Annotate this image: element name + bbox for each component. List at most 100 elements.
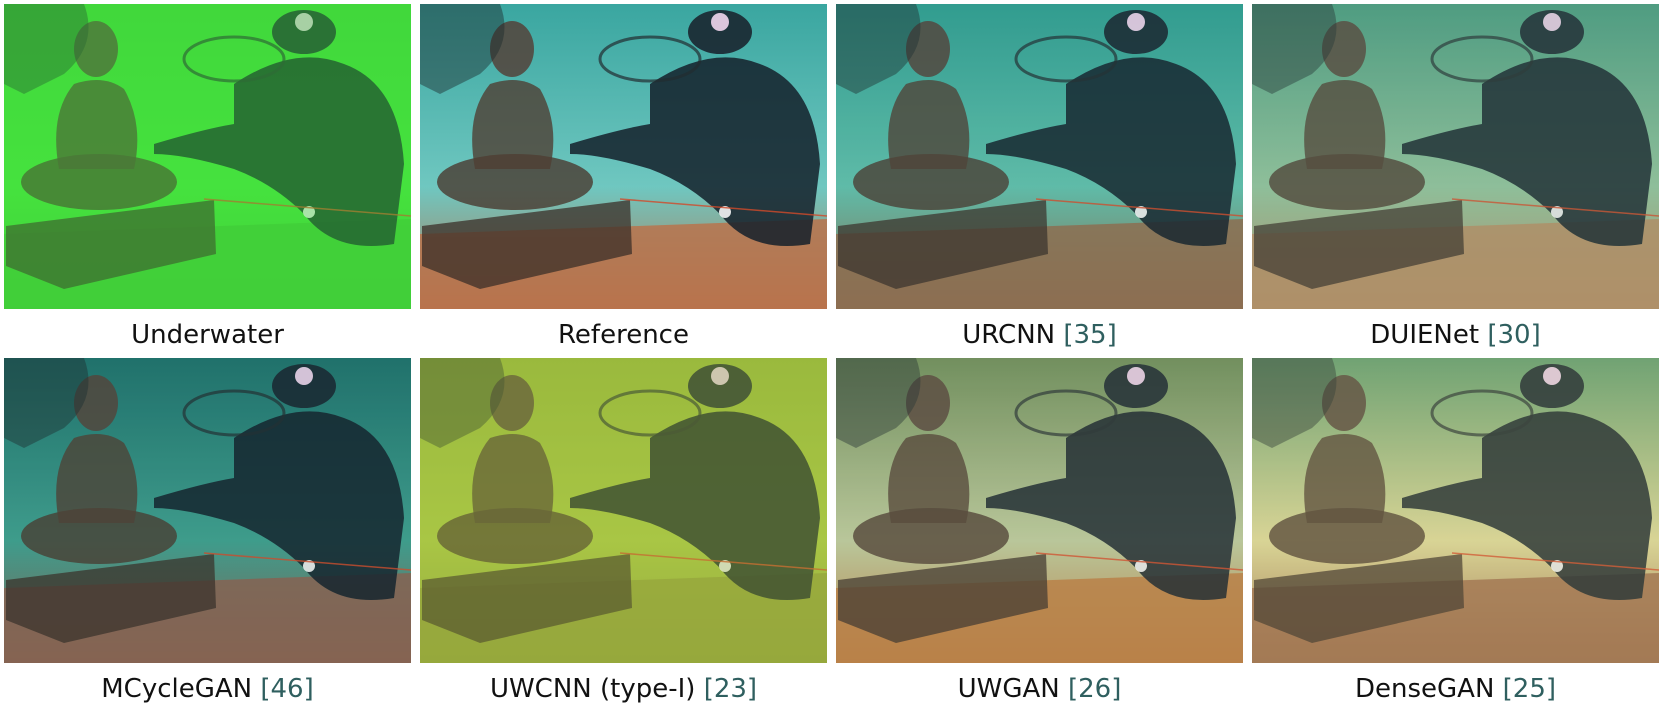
caption-label: MCycleGAN [101,674,253,704]
diver-light [1127,367,1145,385]
diver-lamp [719,560,731,572]
statue-plinth [1254,200,1464,289]
citation-link[interactable]: [35] [1063,320,1117,350]
statue-plinth [838,200,1048,289]
diver-lamp [303,206,315,218]
haze-overlay [4,4,411,309]
statue-plinth [6,200,216,289]
diver-mask [1104,364,1168,408]
background-diver [4,358,89,448]
diver-hose [1430,389,1534,437]
statue-plinth [1254,554,1464,643]
diver-lamp [1551,560,1563,572]
diver-body [570,411,820,600]
statue-plinth [422,200,632,289]
diver-mask [272,10,336,54]
caption-label: UWCNN (type-I) [489,674,696,704]
statue-head [906,21,950,77]
diver-lamp [1135,206,1147,218]
caption-uwcnn: UWCNN (type-I) [23] [420,672,827,706]
caption-densegan: DenseGAN [25] [1252,672,1659,706]
caption-label: Underwater [131,320,284,350]
guide-line [619,198,827,217]
image-reference [420,4,827,309]
caption-label: DenseGAN [1354,674,1495,704]
haze-overlay [420,358,827,663]
diver-light [711,13,729,31]
statue-torso [472,434,554,523]
diver-light [295,367,313,385]
caption-uwgan: UWGAN [26] [836,672,1243,706]
statue-plinth [6,554,216,643]
background-diver [1252,358,1337,448]
background-diver [420,4,505,94]
statue-head [1322,21,1366,77]
diver-mask [1520,10,1584,54]
image-uwcnn [420,358,827,663]
statue-head [1322,375,1366,431]
diver-body [154,57,404,247]
guide-line [203,552,411,571]
guide-line [203,198,411,217]
diver-lamp [1135,560,1147,572]
diver-body [986,57,1236,247]
diver-mask [272,364,336,408]
caption-duienet: DUIENet [30] [1252,318,1659,352]
guide-line [1035,198,1243,217]
citation-link[interactable]: [26] [1068,674,1122,704]
caption-underwater: Underwater [4,318,411,352]
caption-label: URCNN [962,320,1056,350]
citation-link[interactable]: [23] [703,674,758,704]
diver-mask [688,10,752,54]
diver-light [1127,13,1145,31]
haze-overlay [836,4,1243,309]
haze-overlay [836,358,1243,663]
statue-torso [472,80,554,169]
background-diver [836,4,921,94]
statue-torso [1304,80,1386,169]
diver-hose [182,35,286,83]
image-duienet [1252,4,1659,309]
diver-hose [598,35,702,83]
image-densegan [1252,358,1659,663]
diver-light [295,13,313,31]
guide-line [1451,198,1659,217]
image-underwater [4,4,411,309]
diver-light [1543,367,1561,385]
diver-body [570,57,820,247]
statue-torso [56,80,138,169]
citation-link[interactable]: [25] [1502,674,1557,704]
diver-lamp [303,560,315,572]
diver-hose [1014,35,1118,83]
diver-hose [598,389,702,437]
diver-body [986,411,1236,600]
diver-light [711,367,729,385]
diver-hose [182,389,286,437]
citation-link[interactable]: [30] [1487,320,1541,350]
diver-lamp [719,206,731,218]
statue-head [490,375,534,431]
statue-head [490,21,534,77]
statue-torso [888,80,970,169]
diver-body [154,411,404,600]
diver-lamp [1551,206,1563,218]
statue-plinth [422,554,632,643]
image-uwgan [836,358,1243,663]
diver-hose [1430,35,1534,83]
caption-label: UWGAN [957,674,1060,704]
statue-head [74,375,118,431]
background-diver [420,358,505,448]
caption-label: Reference [558,320,689,350]
image-mcyclegan [4,358,411,663]
statue-torso [1304,434,1386,523]
statue-torso [888,434,970,523]
diver-mask [1104,10,1168,54]
statue-plinth [838,554,1048,643]
caption-label: DUIENet [1370,320,1480,350]
image-urcnn [836,4,1243,309]
haze-overlay [1252,4,1659,309]
citation-link[interactable]: [46] [260,674,314,704]
guide-line [1035,552,1243,571]
background-diver [836,358,921,448]
